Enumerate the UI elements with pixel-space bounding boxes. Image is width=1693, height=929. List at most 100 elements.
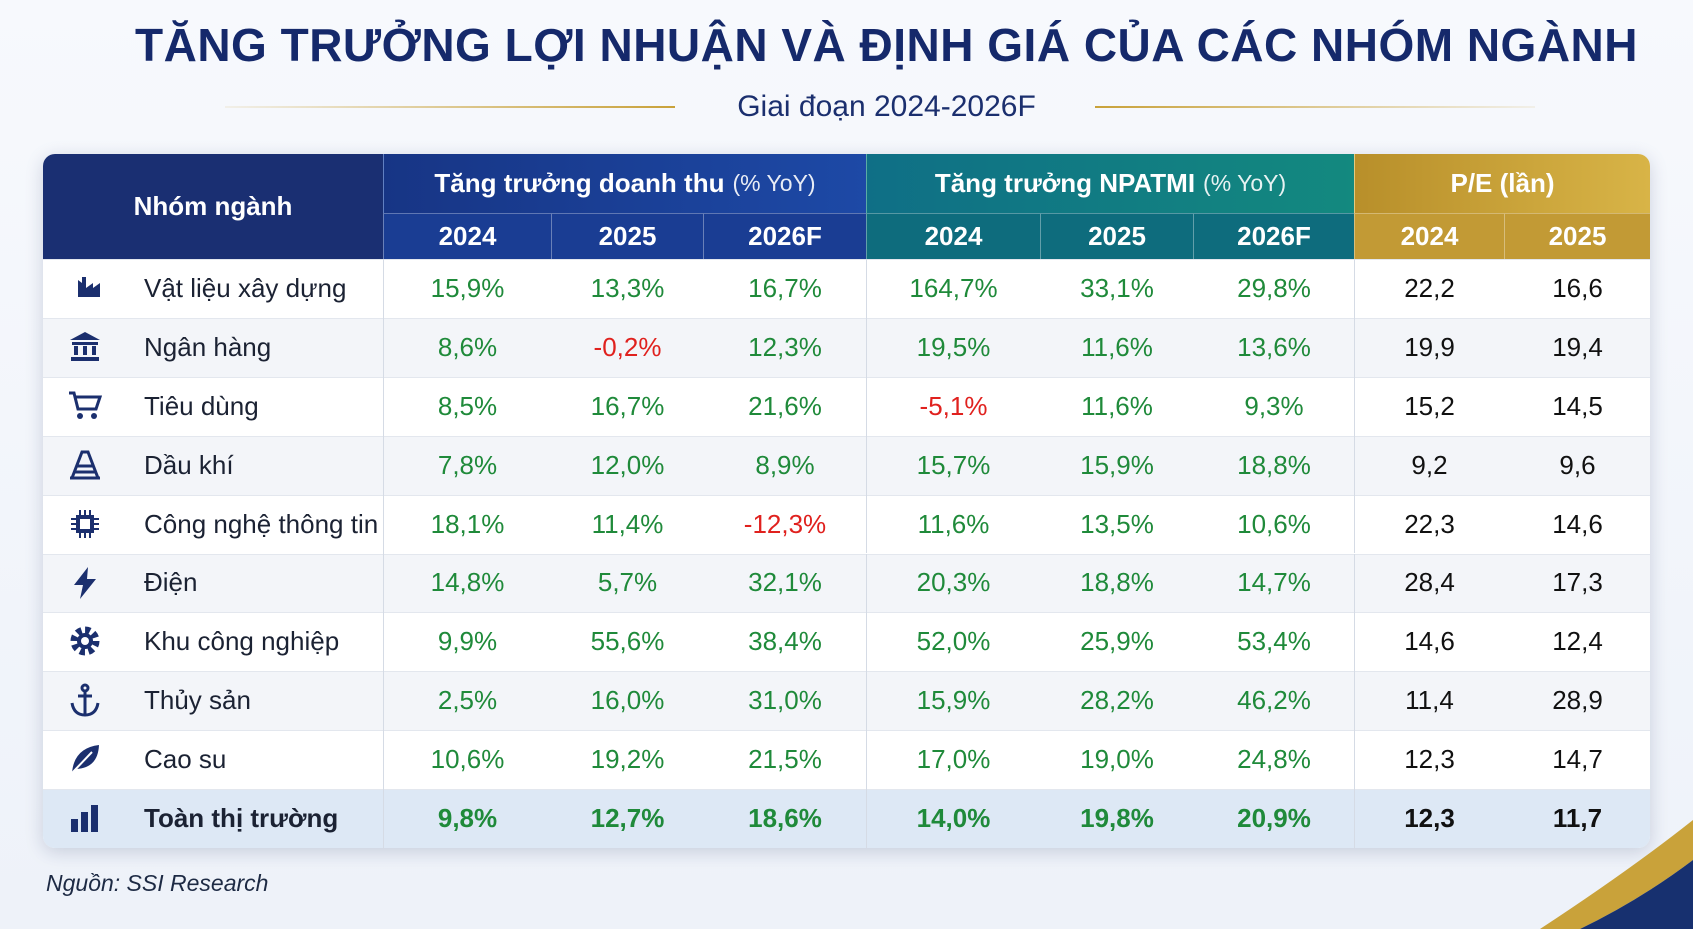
row-icon	[68, 389, 103, 423]
value-cell: 10,6%	[430, 744, 505, 775]
value-cell: 13,3%	[590, 272, 665, 303]
row-icon	[68, 330, 102, 364]
value-cell: 11,6%	[866, 494, 1040, 554]
sector-name: Điện	[144, 567, 198, 598]
row-background	[43, 671, 1650, 732]
value-cell: 9,9%	[437, 626, 498, 657]
value-cell: 19,4	[1552, 331, 1603, 362]
year-header: 2026F	[703, 213, 866, 259]
value-cell: 24,8%	[1237, 744, 1311, 775]
group-label: Tăng trưởng NPATMI	[934, 168, 1196, 198]
value-cell: 12,3	[1354, 730, 1504, 790]
row-background	[43, 730, 1650, 791]
value-cell: 9,6	[1559, 449, 1596, 480]
year-header: 2025	[1040, 213, 1193, 259]
value-cell: 20,3%	[866, 553, 1040, 613]
value-cell: 15,9%	[1080, 449, 1154, 480]
value-cell: 16,0%	[590, 685, 665, 716]
value-cell: 38,4%	[748, 626, 822, 657]
value-cell: 13,5%	[1080, 508, 1154, 539]
group-header: Tăng trưởng doanh thu (% YoY)	[383, 154, 866, 213]
icon	[70, 626, 100, 656]
value-cell: 12,0%	[590, 449, 665, 480]
value-cell: 164,7%	[866, 259, 1040, 318]
value-cell: 11,7	[1552, 803, 1603, 834]
row-background	[43, 612, 1650, 673]
value-cell: 15,7%	[866, 435, 1040, 495]
value-cell: 15,9%	[866, 671, 1040, 731]
icon	[69, 391, 103, 419]
subtitle: Giai đoạn 2024-2026F	[737, 90, 1036, 123]
year-header: 2026F	[1193, 213, 1354, 259]
value-cell: 55,6%	[590, 626, 665, 657]
value-cell: 52,0%	[866, 612, 1040, 672]
value-cell: 16,6	[1552, 272, 1603, 303]
value-cell: 8,6%	[437, 331, 498, 362]
divider	[225, 106, 675, 108]
value-cell: 12,3%	[748, 331, 822, 362]
row-background	[43, 376, 1650, 437]
value-cell: 11,4	[1354, 671, 1504, 731]
row-background	[43, 317, 1650, 378]
group-header: Tăng trưởng NPATMI (% YoY)	[866, 154, 1354, 213]
row-header: Nhóm ngành	[43, 154, 383, 259]
value-cell: 28,2%	[1080, 685, 1154, 716]
icon	[71, 509, 99, 538]
value-cell: 9,3%	[1244, 390, 1304, 421]
value-cell: 12,4	[1552, 626, 1603, 657]
value-cell: 19,8%	[1080, 803, 1154, 834]
value-cell: 19,0%	[1080, 744, 1154, 775]
value-cell: 9,8%	[437, 803, 498, 834]
sector-name: Dầu khí	[144, 449, 234, 480]
value-cell: 18,8%	[1080, 567, 1154, 598]
value-cell: 10,6%	[1237, 508, 1311, 539]
row-icon	[68, 742, 102, 776]
value-cell: 14,8%	[430, 567, 505, 598]
value-cell: 22,2	[1354, 259, 1504, 318]
row-background	[43, 789, 1650, 848]
row-icon	[68, 448, 102, 482]
year-header: 2024	[383, 213, 551, 259]
title: TĂNG TRƯỞNG LỢI NHUẬN VÀ ĐỊNH GIÁ CỦA CÁ…	[135, 19, 1638, 71]
value-cell: 33,1%	[1080, 272, 1154, 303]
value-cell: 17,3	[1552, 567, 1603, 598]
row-icon	[68, 624, 102, 658]
value-cell: 21,6%	[748, 390, 822, 421]
year-header: 2024	[1354, 213, 1504, 259]
value-cell: 11,6%	[1081, 390, 1153, 421]
value-cell: 14,0%	[866, 789, 1040, 848]
sector-name: Tiêu dùng	[144, 390, 259, 421]
value-cell: 8,5%	[437, 390, 498, 421]
row-icon	[68, 566, 102, 600]
value-cell: -0,2%	[593, 331, 662, 362]
value-cell: 53,4%	[1237, 626, 1311, 657]
year-header: 2024	[866, 213, 1040, 259]
value-cell: 20,9%	[1237, 803, 1311, 834]
value-cell: 31,0%	[748, 685, 822, 716]
value-cell: 28,9	[1552, 685, 1603, 716]
value-cell: 14,7	[1552, 744, 1603, 775]
value-cell: 14,7%	[1237, 567, 1311, 598]
sector-name: Thủy sản	[144, 685, 251, 716]
group-label: Tăng trưởng doanh thu	[434, 168, 725, 198]
value-cell: 15,9%	[430, 272, 505, 303]
value-cell: 19,2%	[590, 744, 665, 775]
value-cell: 19,9	[1354, 317, 1504, 377]
value-cell: 19,5%	[866, 317, 1040, 377]
value-cell: 14,6	[1552, 508, 1603, 539]
group-unit: (% YoY)	[1203, 170, 1287, 196]
value-cell: -12,3%	[743, 508, 827, 539]
group-unit: (% YoY)	[732, 170, 816, 196]
value-cell: 29,8%	[1237, 272, 1311, 303]
value-cell: 12,3	[1354, 789, 1504, 848]
icon	[70, 683, 100, 717]
icon	[71, 745, 99, 774]
value-cell: 32,1%	[748, 567, 822, 598]
value-cell: 16,7%	[590, 390, 665, 421]
value-cell: 25,9%	[1080, 626, 1154, 657]
icon	[70, 331, 100, 361]
value-cell: 18,8%	[1237, 449, 1311, 480]
icon	[71, 805, 98, 833]
sector-name: Ngân hàng	[144, 331, 272, 362]
